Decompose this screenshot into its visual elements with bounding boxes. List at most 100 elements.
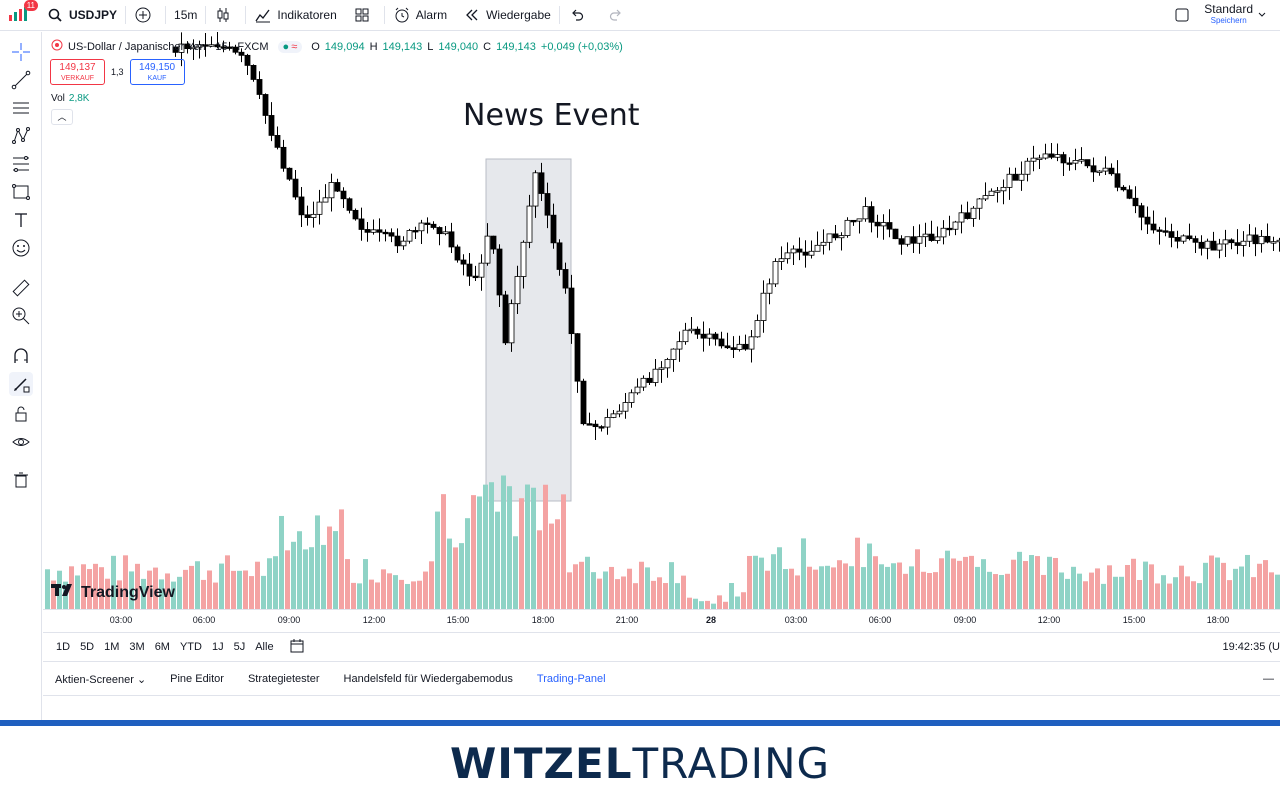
- price-chart[interactable]: [43, 32, 1280, 610]
- candle: [502, 290, 509, 346]
- text-icon[interactable]: [9, 208, 33, 232]
- candle: [238, 48, 245, 63]
- volume-bar: [273, 556, 278, 609]
- candle: [1090, 157, 1097, 182]
- open-value: 149,094: [324, 40, 365, 53]
- volume-bar: [957, 560, 962, 609]
- pattern-icon[interactable]: [9, 124, 33, 148]
- buy-button[interactable]: 149,150 KAUF: [129, 59, 185, 85]
- range-button[interactable]: YTD: [179, 641, 202, 653]
- horizontal-lines-icon[interactable]: [9, 96, 33, 120]
- range-button[interactable]: 6M: [154, 641, 170, 653]
- compare-symbol-button[interactable]: [126, 0, 165, 31]
- fib-icon[interactable]: [9, 152, 33, 176]
- divider: [125, 6, 127, 24]
- candle: [1144, 206, 1151, 234]
- templates-button[interactable]: [345, 0, 384, 31]
- range-button[interactable]: 1J: [211, 641, 224, 653]
- clock-label[interactable]: 19:42:35 (U: [1222, 641, 1280, 653]
- volume-bar: [1119, 576, 1124, 609]
- alarm-label: Alarm: [415, 8, 448, 22]
- candle: [424, 217, 431, 234]
- candle: [490, 235, 497, 254]
- tradingview-menu-button[interactable]: 11: [0, 0, 38, 31]
- rectangle-icon[interactable]: [9, 180, 33, 204]
- range-button[interactable]: 3M: [129, 641, 145, 653]
- volume-bar: [765, 570, 770, 609]
- magnet-icon[interactable]: [9, 344, 33, 368]
- candle: [958, 204, 965, 234]
- volume-bar: [1071, 566, 1076, 609]
- candle: [778, 246, 785, 271]
- time-tick-label: 15:00: [446, 615, 470, 625]
- eye-icon[interactable]: [9, 430, 33, 454]
- tradingview-watermark: TradingView: [51, 583, 175, 602]
- symbol-search-button[interactable]: USDJPY: [38, 0, 125, 31]
- chart-pane[interactable]: US-Dollar / Japanischer Yen · 15 · FXCM …: [43, 32, 1280, 632]
- calendar-icon[interactable]: [289, 638, 305, 657]
- trash-icon[interactable]: [9, 468, 33, 492]
- volume-bar: [453, 547, 458, 609]
- layout-button[interactable]: Standard Speichern: [1165, 0, 1280, 31]
- volume-bar: [855, 537, 860, 609]
- volume-bar: [645, 567, 650, 609]
- redo-button[interactable]: [599, 0, 638, 31]
- volume-bar: [999, 574, 1004, 609]
- emoji-icon[interactable]: [9, 236, 33, 260]
- replay-button[interactable]: Wiedergabe: [455, 0, 559, 31]
- candle: [838, 232, 845, 251]
- volume-bar: [891, 563, 896, 609]
- volume-bar: [885, 566, 890, 609]
- volume-bar: [1263, 560, 1268, 609]
- time-tick-label: 12:00: [1037, 615, 1061, 625]
- candle: [220, 40, 227, 53]
- tab-strategy-tester[interactable]: Strategietester: [236, 673, 332, 685]
- volume-bar: [1041, 574, 1046, 609]
- stay-in-drawing-icon[interactable]: [9, 372, 33, 396]
- candle: [946, 215, 953, 236]
- grid-icon: [353, 6, 371, 24]
- volume-bar: [1143, 561, 1148, 609]
- ruler-icon[interactable]: [9, 276, 33, 300]
- buy-price: 149,150: [138, 62, 176, 73]
- volume-bar: [465, 518, 470, 609]
- time-axis[interactable]: 03:00 06:00 09:00 12:00 15:00 18:00 21:00 28 03:…: [43, 610, 1280, 632]
- range-button[interactable]: 5D: [80, 641, 95, 653]
- tab-replay-trading[interactable]: Handelsfeld für Wiedergabemodus: [332, 673, 525, 685]
- interval-button[interactable]: 15m: [166, 0, 205, 31]
- range-button[interactable]: 5J: [233, 641, 246, 653]
- symbol-description[interactable]: US-Dollar / Japanischer Yen · 15 · FXCM: [68, 40, 269, 53]
- range-button[interactable]: 1M: [104, 641, 120, 653]
- candle: [526, 194, 533, 249]
- candle: [316, 189, 323, 225]
- volume-bar: [669, 562, 674, 609]
- spread-value: 1,3: [111, 67, 124, 77]
- range-button[interactable]: Alle: [255, 641, 274, 653]
- indicators-icon: [254, 6, 272, 24]
- tab-stock-screener[interactable]: Aktien-Screener ⌄: [43, 673, 158, 686]
- volume-bar: [255, 561, 260, 609]
- volume-bar: [387, 573, 392, 609]
- zoom-in-icon[interactable]: [9, 304, 33, 328]
- lock-icon[interactable]: [9, 402, 33, 426]
- news-event-annotation[interactable]: News Event: [463, 98, 640, 133]
- alarm-button[interactable]: Alarm: [385, 0, 455, 31]
- indicators-button[interactable]: Indikatoren: [246, 0, 344, 31]
- volume-bar: [1113, 576, 1118, 609]
- market-status[interactable]: ● ≈: [277, 40, 303, 53]
- crosshair-icon[interactable]: [9, 40, 33, 64]
- chart-type-button[interactable]: [206, 0, 245, 31]
- undo-button[interactable]: [560, 0, 599, 31]
- minimize-icon[interactable]: —: [1263, 673, 1274, 685]
- sell-button[interactable]: 149,137 VERKAUF: [50, 59, 105, 85]
- candle: [970, 206, 977, 227]
- tab-pine-editor[interactable]: Pine Editor: [158, 673, 236, 685]
- range-button[interactable]: 1D: [56, 641, 71, 653]
- candle: [370, 219, 377, 235]
- volume-bar: [183, 569, 188, 609]
- collapse-legend-button[interactable]: ︿: [51, 109, 73, 125]
- candle: [226, 41, 233, 51]
- tab-trading-panel[interactable]: Trading-Panel: [525, 673, 618, 685]
- volume-bar: [69, 566, 74, 609]
- trend-line-icon[interactable]: [9, 68, 33, 92]
